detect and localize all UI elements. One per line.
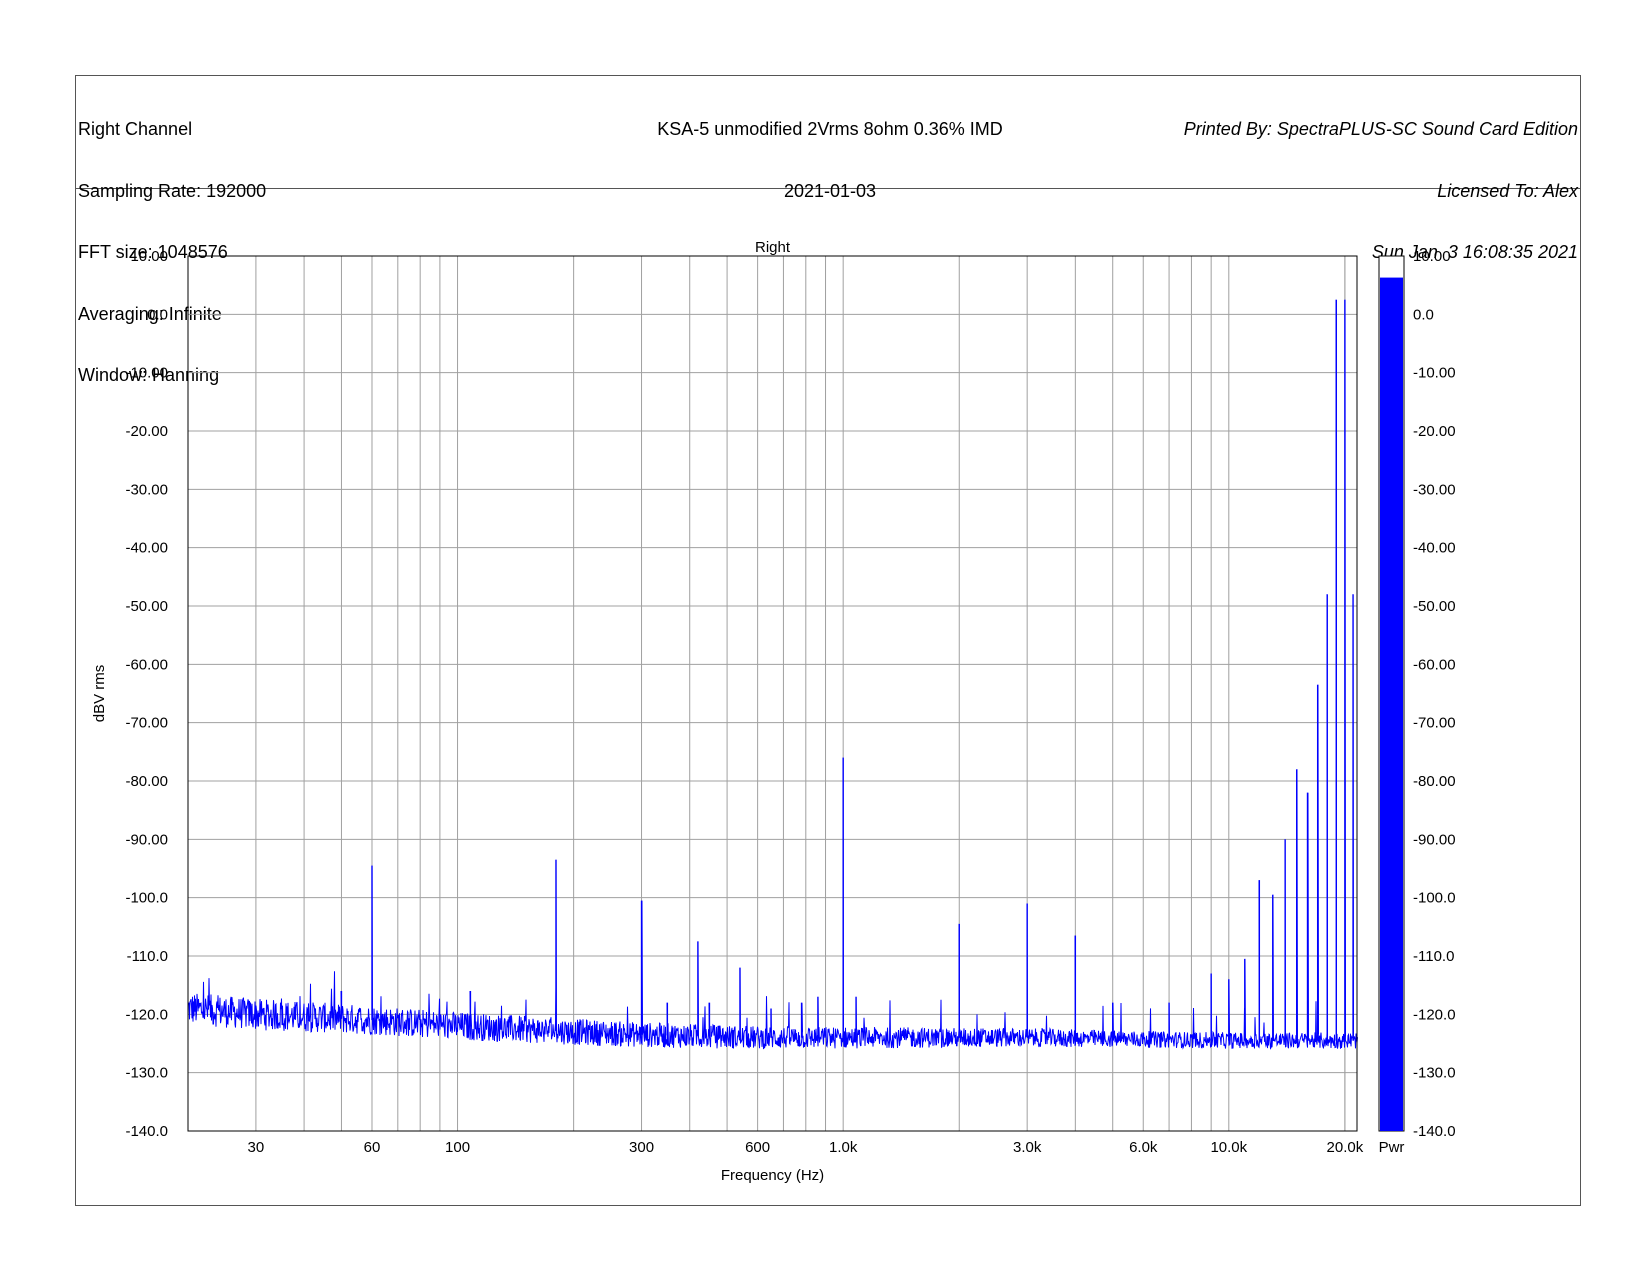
x-tick-label: 30 — [248, 1139, 265, 1156]
y-tick-label: -120.0 — [125, 1006, 168, 1023]
meter-tick-label: -70.00 — [1413, 715, 1456, 732]
y-tick-label: -110.0 — [127, 948, 168, 965]
y-tick-label: -40.00 — [125, 540, 168, 557]
x-tick-label: 300 — [629, 1139, 654, 1156]
y-tick-label: -130.0 — [125, 1065, 168, 1082]
meter-tick-label: 0.0 — [1413, 306, 1434, 323]
power-meter — [1378, 255, 1405, 1132]
y-tick-label: -50.00 — [125, 598, 168, 615]
chart-title: Right — [755, 239, 791, 256]
meter-tick-label: -110.0 — [1413, 948, 1454, 965]
header-right-info: Printed By: SpectraPLUS-SC Sound Card Ed… — [1184, 78, 1578, 283]
meter-tick-label: -30.00 — [1413, 481, 1456, 498]
page-frame — [75, 75, 1581, 1206]
x-tick-label: 600 — [745, 1139, 770, 1156]
meter-tick-label: -80.00 — [1413, 773, 1456, 790]
meter-tick-label: -90.00 — [1413, 831, 1456, 848]
meter-tick-label: -40.00 — [1413, 540, 1456, 557]
grid-lines — [188, 255, 1357, 1132]
averaging-label: Averaging: Infinite — [78, 303, 222, 324]
x-tick-labels: 30 60 100 300 600 1.0k 3.0k 6.0k 10.0k 20.0k — [248, 1139, 1364, 1156]
power-meter-label: Pwr — [1379, 1139, 1405, 1156]
meter-tick-label: -50.00 — [1413, 598, 1456, 615]
sampling-rate-label: Sampling Rate: 192000 — [78, 180, 267, 201]
meter-tick-label: -20.00 — [1413, 423, 1456, 440]
y-tick-label: -70.00 — [125, 715, 168, 732]
report-date: 2021-01-03 — [783, 180, 877, 201]
y-tick-label: 10.00 — [130, 248, 168, 265]
y-tick-label: -90.00 — [125, 831, 168, 848]
meter-tick-label: -130.0 — [1413, 1065, 1456, 1082]
x-tick-label: 1.0k — [829, 1139, 858, 1156]
licensed-to-label: Licensed To: Alex — [1437, 180, 1578, 201]
y-tick-label: -140.0 — [125, 1123, 168, 1140]
report-title: KSA-5 unmodified 2Vrms 8ohm 0.36% IMD — [657, 119, 1003, 139]
x-tick-label: 3.0k — [1013, 1139, 1042, 1156]
meter-tick-label: -10.00 — [1413, 365, 1456, 382]
y-tick-label: -60.00 — [125, 656, 168, 673]
y-tick-labels: 10.00 10.00 0.0 0.0 -10.00 -10.00 -20.00 -20.00… — [125, 248, 1455, 1140]
x-tick-label: 20.0k — [1327, 1139, 1364, 1156]
y-tick-label: -80.00 — [125, 773, 168, 790]
x-tick-label: 100 — [445, 1139, 470, 1156]
header-left-info: Right Channel Sampling Rate: 192000 FFT … — [78, 78, 266, 406]
meter-tick-label: -60.00 — [1413, 656, 1456, 673]
y-tick-label: -100.0 — [125, 890, 168, 907]
y-tick-label: -30.00 — [125, 481, 168, 498]
window-label: Window: Hanning — [78, 365, 220, 385]
channel-label: Right Channel — [78, 119, 193, 139]
header-center-title: KSA-5 unmodified 2Vrms 8ohm 0.36% IMD 20… — [550, 78, 1110, 222]
meter-tick-label: 10.00 — [1413, 248, 1451, 265]
meter-tick-label: -100.0 — [1413, 890, 1456, 907]
plot-area-border — [187, 255, 1358, 1132]
x-tick-label: 6.0k — [1129, 1139, 1158, 1156]
y-tick-label: -10.00 — [125, 365, 168, 382]
fft-size-label: FFT size: 1048576 — [78, 242, 228, 262]
printed-by-label: Printed By: SpectraPLUS-SC Sound Card Ed… — [1183, 119, 1578, 139]
header-divider — [75, 188, 1581, 189]
y-axis-label: dBV rms — [91, 665, 108, 723]
x-tick-label: 60 — [364, 1139, 381, 1156]
meter-tick-label: -120.0 — [1413, 1006, 1456, 1023]
meter-level-bar — [1380, 277, 1403, 1131]
x-tick-label: 10.0k — [1210, 1139, 1247, 1156]
x-axis-label: Frequency (Hz) — [721, 1167, 824, 1184]
y-tick-label: -20.00 — [125, 423, 168, 440]
y-tick-label: 0.0 — [147, 306, 168, 323]
meter-tick-label: -140.0 — [1413, 1123, 1456, 1140]
spectrum-trace-group — [187, 299, 1358, 1050]
spectrum-trace — [187, 299, 1358, 1050]
